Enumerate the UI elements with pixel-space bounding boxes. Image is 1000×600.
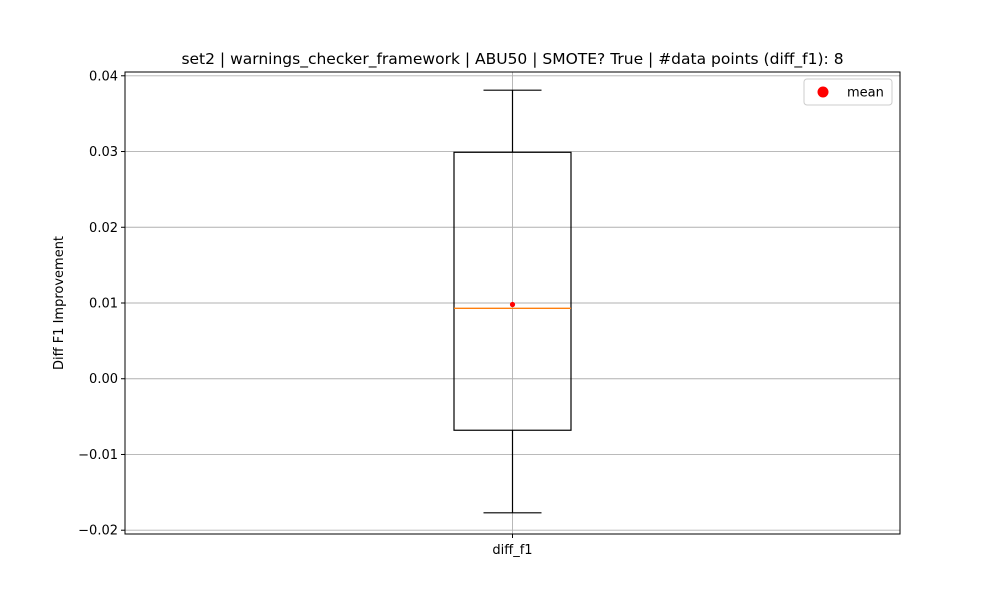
- axis-layer: −0.02 −0.01 0.00 0.01 0.02 0.03 0.04 diff_f1: [78, 69, 532, 558]
- y-tick-label: 0.03: [89, 145, 118, 160]
- y-tick-label: −0.02: [78, 524, 118, 539]
- y-tick-label: 0.01: [89, 297, 118, 312]
- legend-frame: [803, 78, 893, 106]
- y-tick-label: 0.04: [89, 69, 118, 84]
- iqr-box: [453, 151, 572, 431]
- x-tick-label: diff_f1: [492, 543, 532, 558]
- box-diff_f1: [453, 89, 572, 514]
- y-tick-label: 0.00: [89, 372, 118, 387]
- chart-title: set2 | warnings_checker_framework | ABU5…: [181, 50, 843, 69]
- legend-marker-icon: [817, 86, 829, 98]
- y-tick-label: 0.02: [89, 221, 118, 236]
- y-axis-label: Diff F1 Improvement: [52, 236, 67, 370]
- plot-layer: [453, 89, 572, 514]
- y-tick-label: −0.01: [78, 448, 118, 463]
- legend: mean: [803, 78, 893, 106]
- legend-label: mean: [847, 86, 884, 101]
- mean-marker: [509, 301, 516, 308]
